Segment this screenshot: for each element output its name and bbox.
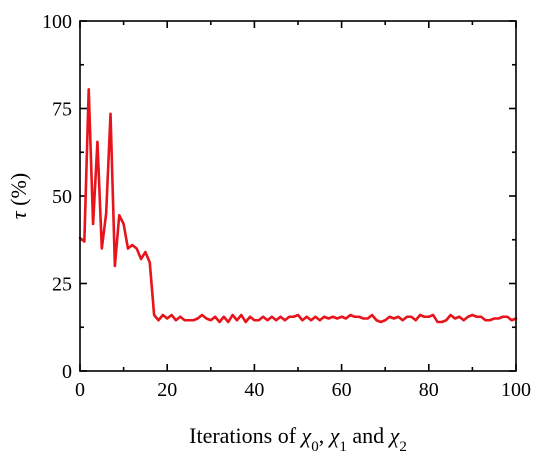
x-axis-title: Iterations of χ0, χ1 and χ2 (189, 423, 407, 455)
x-tick-label: 0 (75, 379, 85, 401)
x-tick-label: 60 (332, 379, 352, 401)
series-line (78, 87, 518, 324)
y-tick-label: 0 (62, 361, 72, 383)
y-tick-label: 50 (52, 186, 72, 208)
y-tick-label: 100 (42, 11, 72, 33)
y-tick-label: 25 (52, 274, 72, 296)
axis-ticks (79, 20, 517, 372)
plot-frame (79, 20, 517, 372)
x-tick-label: 100 (501, 379, 531, 401)
y-tick-label: 75 (52, 99, 72, 121)
x-tick-label: 80 (419, 379, 439, 401)
x-tick-label: 40 (244, 379, 264, 401)
tick-labels: 0 20 40 60 80 100 0 25 50 75 100 (42, 11, 531, 401)
y-axis-title: τ (%) (6, 173, 31, 219)
x-tick-label: 20 (157, 379, 177, 401)
